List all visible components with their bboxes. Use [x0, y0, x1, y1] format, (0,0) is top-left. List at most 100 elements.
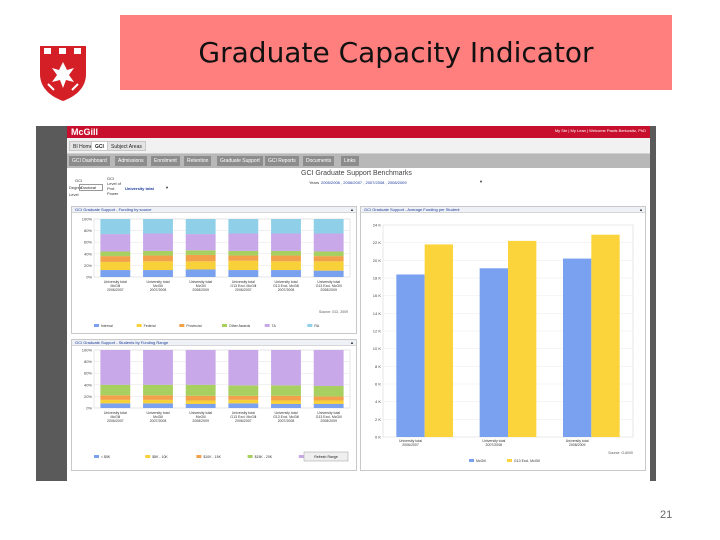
tab-gci[interactable]: GCI	[91, 141, 108, 151]
bar	[424, 244, 453, 437]
x-tick-label: University total McGill 2007/2008	[147, 280, 170, 292]
user-links[interactable]: My Ste | My Lean | Welcome Pawls Berkowi…	[554, 128, 646, 133]
bar-segment	[271, 395, 301, 401]
legend-swatch	[94, 455, 99, 458]
mcgill-logo[interactable]: McGill	[71, 127, 99, 137]
bar-segment	[313, 350, 344, 386]
y-tick-label: 80%	[84, 359, 92, 364]
bar-segment	[228, 399, 259, 404]
x-tick-label: University total G13 Excl. McGill 2008/200…	[316, 411, 342, 423]
y-tick-label: 20 K	[373, 258, 382, 263]
bar-segment	[271, 350, 301, 386]
panel-collapse-icon[interactable]: ▲	[350, 207, 354, 212]
title-banner: Graduate Capacity Indicator	[120, 15, 672, 90]
legend-swatch	[264, 324, 270, 327]
legend-label: $10K - 15K	[203, 455, 221, 459]
y-tick-label: 100%	[82, 217, 93, 222]
y-tick-label: 20%	[84, 263, 92, 268]
nav-gci-reports[interactable]: GCI Reports	[265, 156, 299, 166]
funding-source-chart: 0% 20% 40% 60% 80% 100% University total McGill…	[82, 217, 351, 328]
bar-segment	[185, 395, 216, 401]
bar-segment	[228, 395, 259, 400]
bar	[396, 274, 425, 437]
y-tick-label: 80%	[84, 228, 92, 233]
slide-number: 21	[660, 509, 673, 521]
nav-links[interactable]: Links	[341, 156, 359, 166]
group-select[interactable]: University total	[125, 186, 154, 191]
funding-source-header: GCI Graduate Support - Funding by source…	[72, 207, 356, 213]
bar-segment	[100, 234, 131, 252]
avg-funding-title: GCI Graduate Support - Average Funding p…	[364, 207, 460, 212]
nav-tab-bar: GCI Dashboard Admissions Enrolment Reten…	[67, 154, 650, 168]
bar-segment	[185, 219, 216, 235]
bar-segment	[100, 219, 131, 235]
tab-subject-areas[interactable]: Subject Areas	[107, 141, 146, 151]
plot-area	[93, 349, 351, 409]
filter-bar: GCI Degree Doctoral Level GCI Level of P…	[67, 168, 650, 204]
legend-label: Internal	[101, 324, 113, 328]
y-tick-label: 4 K	[375, 399, 381, 404]
nav-gci-dashboard[interactable]: GCI Dashboard	[69, 156, 110, 166]
x-tick-label: University total McGill 2008/2009	[189, 280, 212, 292]
legend-swatch	[94, 324, 99, 327]
bar-segment	[313, 251, 344, 257]
nav-retention[interactable]: Retention	[184, 156, 212, 166]
dashboard-title: GCI Graduate Support Benchmarks	[301, 170, 412, 177]
y-tick-label: 16 K	[373, 293, 382, 298]
group-label: GCI Level of Prof. Power	[107, 176, 122, 196]
y-tick-label: 40%	[84, 251, 92, 256]
group-chevron-down-icon[interactable]: ▼	[165, 185, 169, 190]
top-bar: McGill My Ste | My Lean | Welcome Pawls …	[67, 126, 650, 138]
bar-segment	[313, 256, 344, 262]
bar-segment	[143, 350, 173, 385]
nav-documents[interactable]: Documents	[303, 156, 335, 166]
x-tick-label: University total G13 Excl. McGill 2008/200…	[316, 280, 342, 292]
bar-segment	[143, 233, 173, 251]
funding-range-title: GCI Graduate Support - Students by Fundi…	[75, 340, 169, 345]
gci-label: GCI	[75, 178, 83, 183]
bar-segment	[313, 270, 344, 277]
bar-segment	[143, 384, 173, 396]
nav-admissions[interactable]: Admissions	[115, 156, 147, 166]
bar	[591, 234, 620, 437]
bar-segment	[185, 400, 216, 404]
y-tick-label: 2 K	[375, 417, 381, 422]
bar-segment	[313, 385, 344, 397]
bar-segment	[185, 250, 216, 255]
legend-swatch	[145, 455, 151, 458]
years-chevron-down-icon[interactable]: ▼	[479, 179, 483, 184]
funding-range-chart: 0% 20% 40% 60% 80% 100% University total McGill…	[82, 348, 351, 462]
years-select[interactable]: 2005/2006 , 2006/2007 , 2007/2008 , 2008…	[321, 180, 407, 185]
avg-funding-chart: 0 K 2 K 4 K 6 K 8 K 10 K 12 K 14 K 16 K 18 K 20 K 2…	[373, 223, 634, 463]
legend-label: McGill	[476, 459, 486, 463]
legend-label: Provincial	[186, 324, 201, 328]
source-note: Source: GCI, 2009	[319, 310, 348, 314]
slide-title: Graduate Capacity Indicator	[198, 36, 594, 69]
y-tick-label: 20%	[84, 394, 92, 399]
panel-collapse-icon[interactable]: ▲	[350, 340, 354, 345]
legend-swatch	[222, 324, 227, 327]
bar-segment	[271, 270, 301, 277]
y-tick-label: 60%	[84, 371, 92, 376]
degree-select[interactable]: Doctoral	[79, 184, 103, 191]
nav-enrolment[interactable]: Enrolment	[151, 156, 180, 166]
bar-segment	[100, 261, 131, 271]
nav-graduate-support[interactable]: Graduate Support	[217, 156, 263, 166]
bar-segment	[143, 270, 173, 277]
bar-segment	[185, 234, 216, 251]
dashboard-screenshot: McGill My Ste | My Lean | Welcome Pawls …	[36, 126, 656, 481]
funding-range-panel: GCI Graduate Support - Students by Fundi…	[71, 339, 357, 471]
bar-segment	[271, 261, 301, 271]
legend-label: $15K - 20K	[255, 455, 273, 459]
bar-segment	[313, 261, 344, 271]
bar-segment	[271, 400, 301, 404]
y-tick-label: 18 K	[373, 276, 382, 281]
legend-swatch	[179, 324, 185, 327]
degree-label: Degree	[69, 185, 83, 190]
legend-swatch	[247, 455, 253, 458]
legend-swatch	[136, 324, 142, 327]
bar-segment	[143, 219, 173, 234]
x-tick-label: University total G13 Excl. McGill 2006/200…	[230, 411, 256, 423]
panel-collapse-icon[interactable]: ▲	[639, 207, 643, 212]
bar-segment	[271, 403, 301, 408]
